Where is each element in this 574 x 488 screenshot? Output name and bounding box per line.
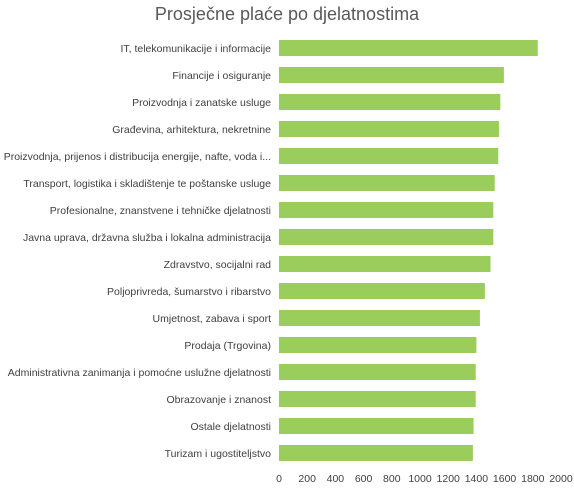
category-label: Prodaja (Trgovina): [184, 340, 271, 352]
bar: [279, 391, 476, 407]
category-label: Proizvodnja i zanatske usluge: [132, 97, 271, 109]
x-tick-label: 1000: [408, 473, 432, 485]
category-label: Ostale djelatnosti: [190, 421, 271, 433]
bar: [279, 148, 499, 164]
bar: [279, 445, 473, 461]
category-label: Proizvodnja, prijenos i distribucija ene…: [4, 151, 271, 163]
bar: [279, 283, 485, 299]
category-label: Profesionalne, znanstvene i tehničke dje…: [50, 205, 271, 217]
category-label: Transport, logistika i skladištenje te p…: [23, 178, 271, 190]
x-tick-label: 0: [276, 473, 282, 485]
bar: [279, 310, 480, 326]
category-label: Administrativna zanimanja i pomoćne uslu…: [8, 367, 271, 379]
x-tick-label: 400: [327, 473, 345, 485]
bar: [279, 256, 491, 272]
x-tick-label: 600: [355, 473, 373, 485]
bar: [279, 94, 501, 110]
category-label: Obrazovanje i znanost: [167, 394, 272, 406]
bar: [279, 229, 494, 245]
bar: [279, 364, 476, 380]
category-label: Umjetnost, zabava i sport: [153, 313, 272, 325]
x-tick-label: 800: [383, 473, 401, 485]
x-tick-label: 200: [298, 473, 316, 485]
bar: [279, 67, 504, 83]
bar: [279, 175, 495, 191]
bar: [279, 121, 499, 137]
bar: [279, 418, 474, 434]
bar: [279, 337, 477, 353]
category-label: Građevina, arhitektura, nekretnine: [112, 124, 271, 136]
category-label: Turizam i ugostiteljstvo: [165, 448, 272, 460]
x-tick-label: 1400: [465, 473, 489, 485]
category-label: IT, telekomunikacije i informacije: [120, 43, 271, 55]
x-tick-label: 1800: [521, 473, 545, 485]
category-label: Zdravstvo, socijalni rad: [164, 259, 272, 271]
category-label: Poljoprivreda, šumarstvo i ribarstvo: [107, 286, 271, 298]
chart-title: Prosječne plaće po djelatnostima: [154, 4, 420, 24]
category-label: Financije i osiguranje: [172, 70, 271, 82]
x-tick-label: 2000: [549, 473, 573, 485]
category-label: Javna uprava, državna služba i lokalna a…: [23, 232, 271, 244]
x-tick-label: 1200: [437, 473, 461, 485]
x-tick-label: 1600: [493, 473, 517, 485]
bar: [279, 40, 538, 56]
bar: [279, 202, 494, 218]
